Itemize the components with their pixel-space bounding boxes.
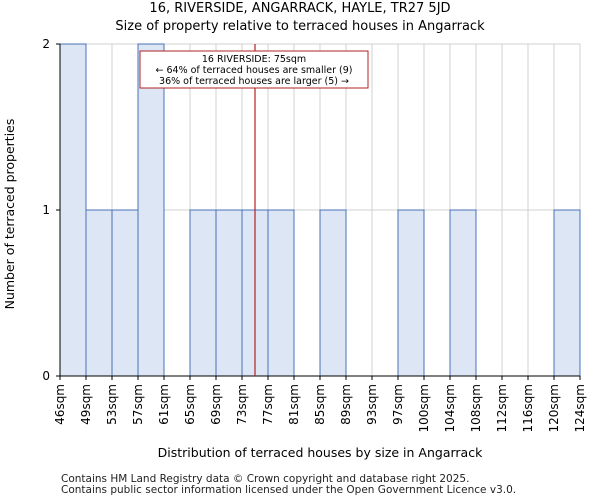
x-tick-label: 116sqm — [521, 384, 535, 432]
x-tick-label: 124sqm — [573, 384, 587, 432]
x-tick-label: 49sqm — [79, 384, 93, 425]
x-tick-label: 89sqm — [339, 384, 353, 425]
x-tick-label: 81sqm — [287, 384, 301, 425]
histogram-bar — [189, 209, 217, 377]
footer-line-2: Contains public sector information licen… — [61, 484, 517, 496]
y-tick-label: 2 — [42, 37, 50, 51]
x-tick-label: 120sqm — [547, 384, 561, 432]
annotation-text: 16 RIVERSIDE: 75sqm — [202, 54, 306, 65]
histogram-bar — [137, 43, 165, 377]
histogram-bar — [215, 209, 243, 377]
y-tick-label: 1 — [42, 203, 50, 217]
x-tick-label: 104sqm — [443, 384, 457, 432]
x-tick-label: 57sqm — [131, 384, 145, 425]
x-tick-label: 77sqm — [261, 384, 275, 425]
x-tick-label: 53sqm — [105, 384, 119, 425]
x-tick-label: 100sqm — [417, 384, 431, 432]
annotation-text: 36% of terraced houses are larger (5) → — [159, 76, 349, 87]
x-axis-label: Distribution of terraced houses by size … — [158, 445, 483, 460]
histogram-bar — [553, 209, 581, 377]
x-tick-label: 112sqm — [495, 384, 509, 432]
histogram-bar — [59, 43, 87, 377]
chart-subtitle: Size of property relative to terraced ho… — [115, 19, 485, 34]
x-tick-label: 61sqm — [157, 384, 171, 425]
histogram-bar — [85, 209, 113, 377]
x-tick-label: 65sqm — [183, 384, 197, 425]
x-tick-label: 108sqm — [469, 384, 483, 432]
x-tick-label: 93sqm — [365, 384, 379, 425]
chart-title: 16, RIVERSIDE, ANGARRACK, HAYLE, TR27 5J… — [149, 1, 451, 16]
histogram-bar — [319, 209, 347, 377]
histogram-bar — [267, 209, 295, 377]
histogram-chart: 0 1 2 46sqm 49sqm 53sqm 57sqm 61sqm 65sqm 69sqm 73… — [2, 37, 587, 460]
annotation-box — [139, 50, 369, 89]
x-tick-label: 97sqm — [391, 384, 405, 425]
x-tick-label: 73sqm — [235, 384, 249, 425]
histogram-bar — [111, 209, 139, 377]
x-tick-label: 85sqm — [313, 384, 327, 425]
footer-line-1: Contains HM Land Registry data © Crown c… — [61, 473, 470, 485]
x-tick-label: 46sqm — [53, 384, 67, 425]
y-axis-label: Number of terraced properties — [2, 119, 17, 310]
histogram-bar — [449, 209, 477, 377]
y-tick-label: 0 — [42, 369, 50, 383]
histogram-bar — [397, 209, 425, 377]
annotation-text: ← 64% of terraced houses are smaller (9) — [156, 65, 353, 76]
x-tick-label: 69sqm — [209, 384, 223, 425]
